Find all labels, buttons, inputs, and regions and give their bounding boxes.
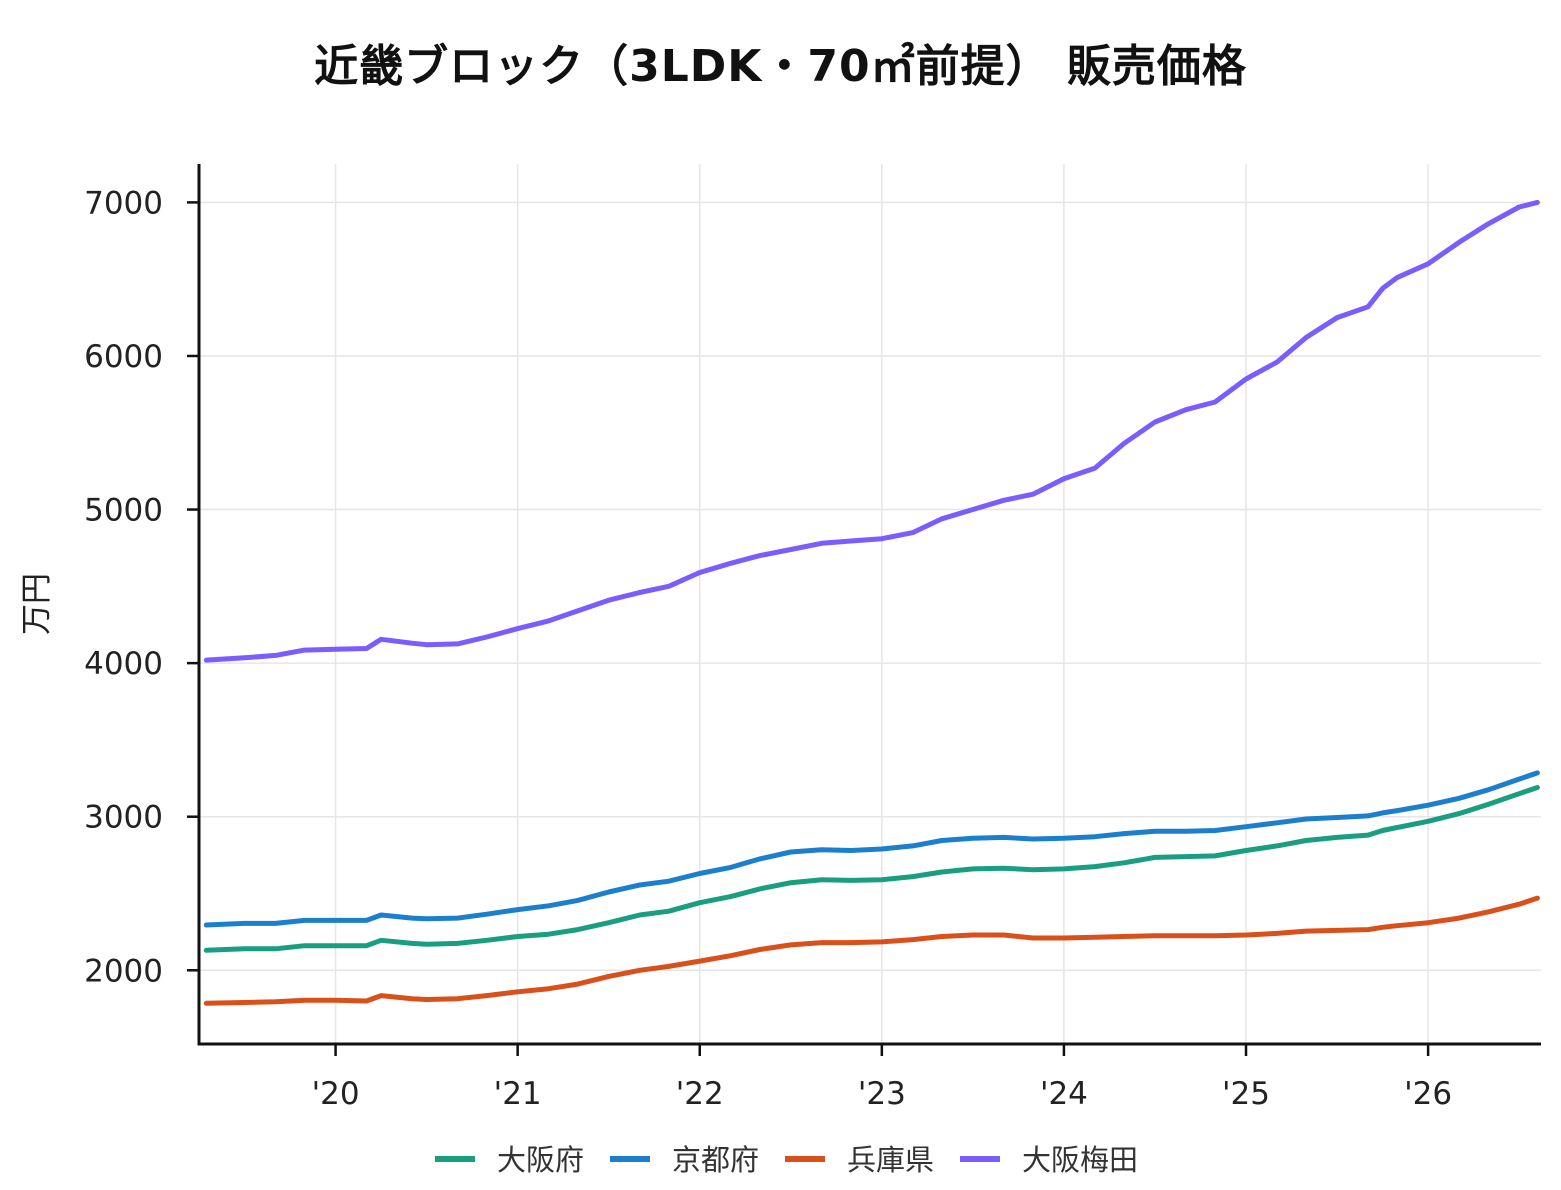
legend: 大阪府 京都府 兵庫県 大阪梅田	[435, 1143, 1138, 1177]
x-tick-label: '22	[676, 1076, 724, 1112]
y-tick-label: 4000	[84, 646, 163, 682]
x-tick-label: '21	[494, 1076, 542, 1112]
legend-label: 大阪梅田	[1022, 1143, 1138, 1177]
chart-title: 近畿ブロック（3LDK・70㎡前提） 販売価格	[314, 41, 1247, 92]
x-tick-label: '23	[858, 1076, 906, 1112]
x-tick-label: '20	[312, 1076, 360, 1112]
axes	[197, 164, 1541, 1046]
y-tick-label: 6000	[84, 339, 163, 375]
series-line-3	[203, 199, 1540, 663]
y-tick-label: 7000	[84, 185, 163, 221]
tick-labels: 2000 3000 4000 5000 6000 7000 '20 '21 '22 '23 '24 '…	[84, 185, 1452, 1112]
series-lines	[203, 199, 1540, 1006]
x-tick-label: '25	[1222, 1076, 1270, 1112]
series-line-1	[203, 770, 1540, 928]
x-tick-label: '26	[1404, 1076, 1452, 1112]
legend-label: 京都府	[672, 1143, 759, 1177]
series-line-0	[203, 785, 1540, 953]
series-line-2	[203, 895, 1540, 1006]
legend-label: 兵庫県	[847, 1143, 934, 1177]
y-axis-label: 万円	[19, 573, 55, 635]
y-tick-label: 5000	[84, 493, 163, 529]
x-tick-label: '24	[1040, 1076, 1088, 1112]
y-tick-label: 3000	[84, 800, 163, 836]
y-tick-label: 2000	[84, 953, 163, 989]
legend-label: 大阪府	[497, 1143, 584, 1177]
grid-lines	[199, 164, 1541, 1044]
